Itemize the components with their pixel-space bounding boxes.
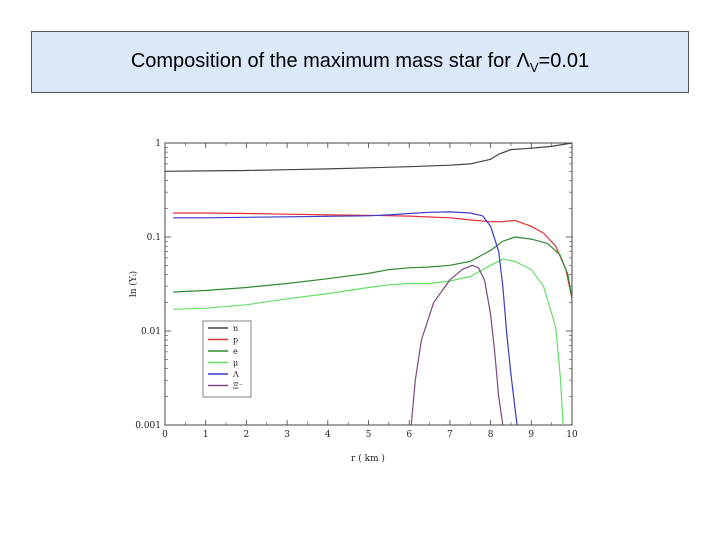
legend-label-2: e — [233, 347, 238, 356]
x-tick-label-10: 10 — [566, 430, 578, 440]
x-tick-label-1: 1 — [203, 430, 209, 440]
x-tick-label-0: 0 — [162, 430, 168, 440]
legend-label-4: Λ — [232, 370, 239, 379]
x-tick-label-7: 7 — [447, 430, 453, 440]
legend-label-5: Ξ⁻ — [233, 382, 243, 391]
legend-label-0: n — [233, 324, 238, 333]
x-tick-label-4: 4 — [325, 430, 331, 440]
y-axis-title: ln (Yᵢ) — [128, 271, 139, 297]
x-tick-label-9: 9 — [528, 430, 534, 440]
series-line-3 — [173, 258, 564, 426]
x-tick-label-5: 5 — [366, 430, 372, 440]
legend-label-3: μ — [233, 359, 238, 368]
slide-title: Composition of the maximum mass star for… — [131, 50, 589, 75]
series-line-4 — [173, 211, 518, 426]
title-prefix: Composition of the maximum mass star for — [130, 49, 517, 72]
y-tick-label-2: 0.1 — [147, 233, 161, 243]
x-axis-title: r ( km ) — [351, 453, 385, 464]
y-tick-label-3: 1 — [155, 139, 161, 149]
series-line-1 — [173, 212, 573, 299]
y-tick-label-0: 0.001 — [135, 421, 161, 431]
series-layer — [164, 142, 573, 426]
slide-title-box: Composition of the maximum mass star for… — [31, 31, 689, 93]
x-tick-label-6: 6 — [406, 430, 412, 440]
x-tick-label-2: 2 — [244, 430, 250, 440]
legend-label-1: p — [233, 336, 238, 345]
title-subscript: V — [529, 59, 539, 75]
title-suffix: =0.01 — [538, 49, 590, 72]
ticks-layer: 0 1 2 3 4 5 6 7 8 9 10 0.001 0.01 0.1 1 — [135, 139, 578, 440]
x-tick-label-8: 8 — [488, 430, 494, 440]
series-line-0 — [164, 142, 573, 172]
x-tick-label-3: 3 — [284, 430, 290, 440]
series-line-5 — [410, 264, 504, 426]
title-symbol: Λ — [516, 49, 530, 72]
legend-box — [202, 320, 252, 398]
y-tick-label-1: 0.01 — [141, 327, 161, 337]
series-line-2 — [173, 236, 573, 299]
